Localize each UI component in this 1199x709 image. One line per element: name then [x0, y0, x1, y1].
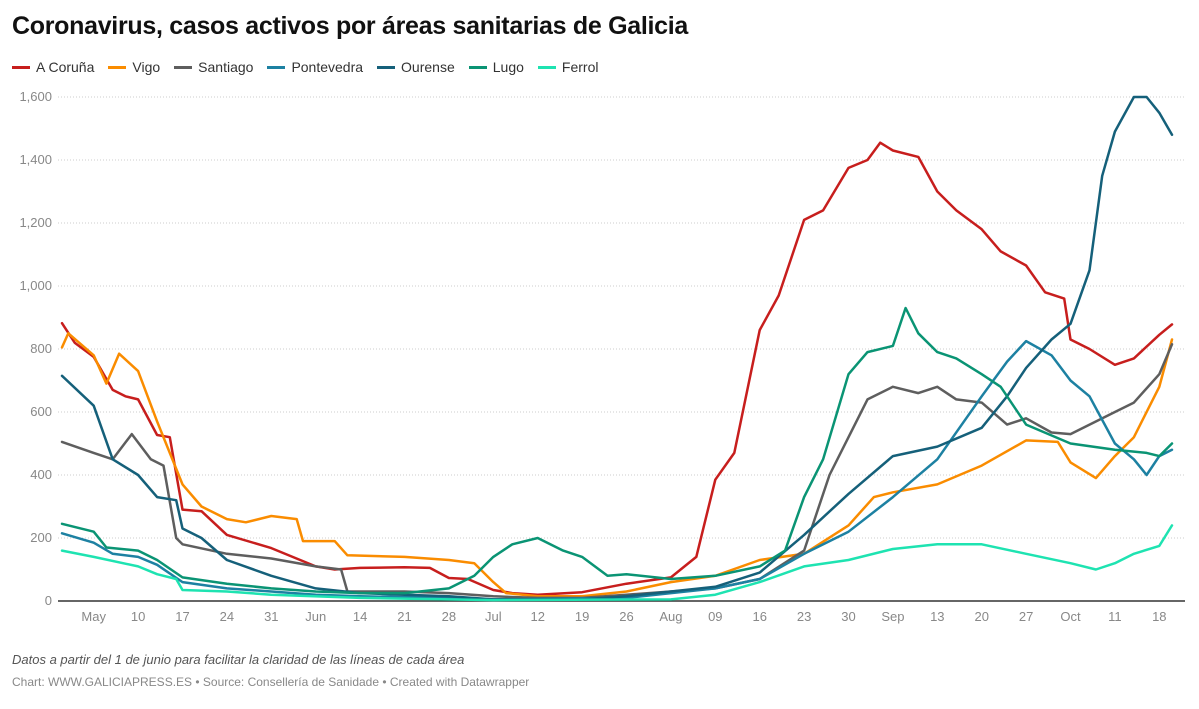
series-line-vigo — [60, 332, 1174, 598]
legend-item: Ourense — [377, 59, 455, 75]
y-tick-label: 400 — [30, 467, 52, 482]
x-tick-label: 11 — [1108, 609, 1122, 624]
x-tick-label: 12 — [530, 609, 544, 624]
x-tick-label: 28 — [442, 609, 456, 624]
y-tick-label: 1,000 — [19, 278, 52, 293]
legend-label: Vigo — [132, 59, 161, 75]
x-tick-label: 31 — [264, 609, 278, 624]
legend-item: Ferrol — [537, 59, 599, 75]
series-line-pontevedra — [60, 339, 1174, 601]
x-tick-label: 21 — [397, 609, 411, 624]
legend-item: Lugo — [468, 59, 524, 75]
y-tick-label: 600 — [30, 404, 52, 419]
chart-title: Coronavirus, casos activos por áreas san… — [12, 12, 688, 40]
x-tick-label: Aug — [659, 609, 682, 624]
legend-swatch — [537, 65, 556, 69]
series-line-ourense — [60, 95, 1174, 601]
chart-note: Datos a partir del 1 de junio para facil… — [12, 652, 465, 667]
legend-label: Ferrol — [561, 59, 599, 75]
x-tick-label: May — [81, 609, 106, 624]
legend-label: A Coruña — [36, 59, 95, 75]
legend-label: Lugo — [492, 59, 524, 75]
x-tick-label: 17 — [175, 609, 189, 624]
x-tick-label: 10 — [131, 609, 145, 624]
x-tick-label: 24 — [220, 609, 234, 624]
x-tick-label: 27 — [1019, 609, 1033, 624]
x-tick-label: 19 — [575, 609, 589, 624]
legend-swatch — [468, 65, 487, 69]
x-tick-label: Jul — [485, 609, 502, 624]
series-line-lugo — [60, 306, 1174, 595]
legend-swatch — [108, 65, 127, 69]
y-tick-label: 1,600 — [19, 89, 52, 104]
x-tick-label: 23 — [797, 609, 811, 624]
chart-source: Chart: WWW.GALICIAPRESS.ES • Source: Con… — [12, 675, 530, 689]
y-tick-label: 1,200 — [19, 215, 52, 230]
y-tick-label: 800 — [30, 341, 52, 356]
x-tick-label: 14 — [353, 609, 367, 624]
y-tick-label: 0 — [45, 593, 52, 608]
y-tick-label: 1,400 — [19, 152, 52, 167]
legend-swatch — [12, 65, 30, 69]
x-tick-label: 20 — [974, 609, 988, 624]
legend-label: Ourense — [401, 59, 455, 75]
x-tick-label: Oct — [1060, 609, 1081, 624]
legend-swatch — [174, 65, 193, 69]
legend-item: Pontevedra — [267, 59, 363, 75]
x-tick-label: Sep — [881, 609, 904, 624]
legend-item: A Coruña — [12, 59, 94, 75]
x-tick-label: 30 — [841, 609, 855, 624]
x-tick-label: 18 — [1152, 609, 1166, 624]
legend-swatch — [267, 65, 286, 69]
x-tick-label: 26 — [619, 609, 633, 624]
series-line-a-coru-a — [60, 141, 1174, 596]
legend: A Coruña Vigo Santiago Pontevedra Ourense Lug… — [12, 59, 598, 75]
legend-label: Pontevedra — [291, 59, 364, 75]
x-tick-label: 16 — [752, 609, 766, 624]
x-tick-label: 09 — [708, 609, 722, 624]
y-tick-label: 200 — [30, 530, 52, 545]
x-tick-label: Jun — [305, 609, 326, 624]
legend-swatch — [377, 65, 396, 69]
series-line-ferrol — [60, 524, 1174, 602]
legend-item: Santiago — [174, 59, 253, 75]
x-tick-label: 13 — [930, 609, 944, 624]
legend-item: Vigo — [108, 59, 160, 75]
legend-label: Santiago — [198, 59, 254, 75]
